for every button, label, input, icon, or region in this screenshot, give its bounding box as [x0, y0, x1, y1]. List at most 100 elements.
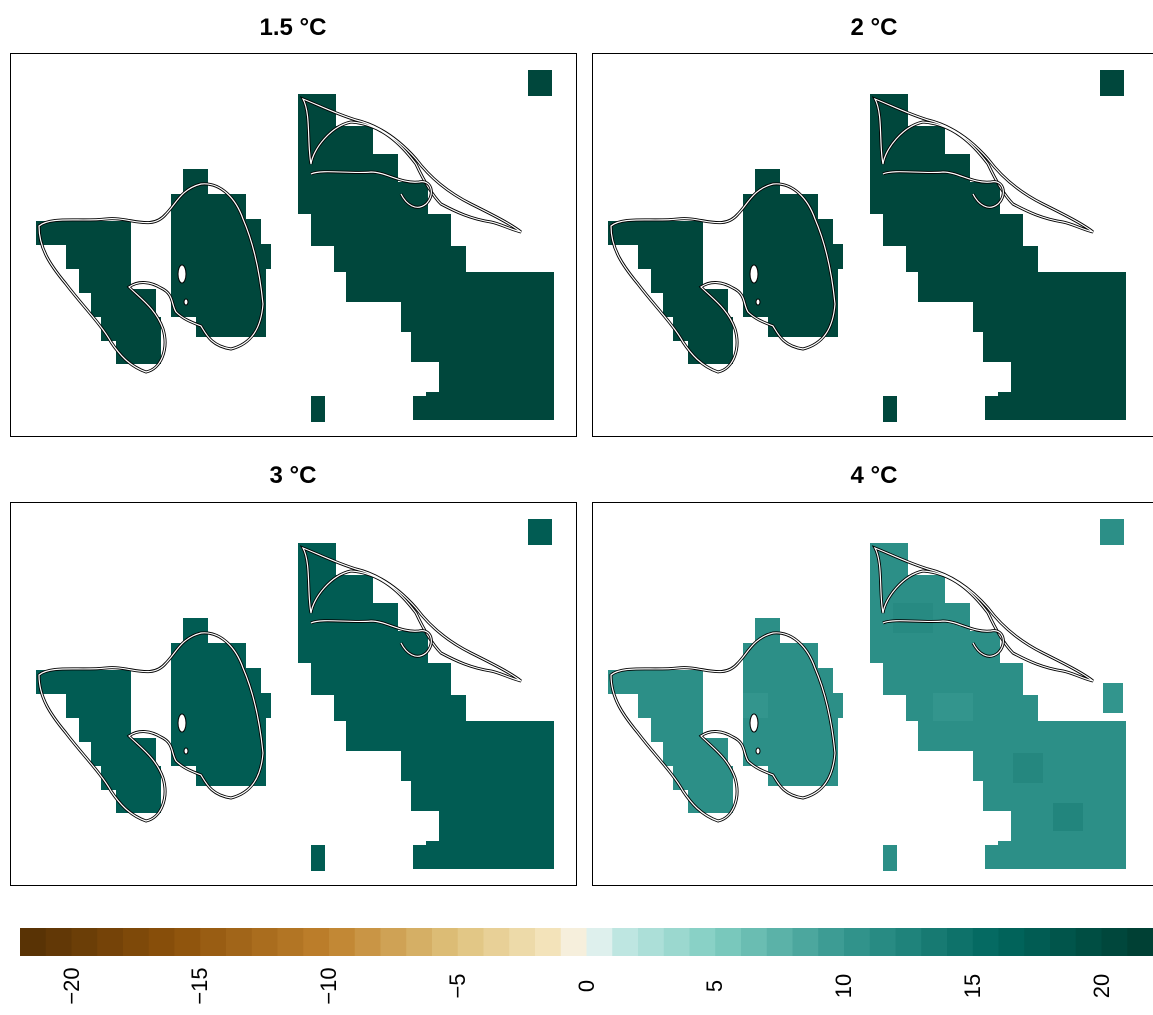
grid-cell — [608, 221, 703, 245]
grid-cell — [870, 182, 1000, 214]
colorbar-swatch — [123, 928, 150, 956]
colorbar-swatch — [998, 928, 1025, 956]
colorbar-tick-label: −20 — [58, 967, 84, 1005]
island — [749, 264, 759, 284]
colorbar-swatch — [844, 928, 871, 956]
island — [183, 298, 189, 306]
colorbar-tick-label: 0 — [573, 979, 599, 993]
colorbar-swatch — [818, 928, 845, 956]
colorbar-tick-label: 15 — [959, 973, 985, 999]
colorbar-swatch — [766, 928, 794, 956]
map-2 — [608, 70, 1126, 422]
colorbar-swatch — [457, 928, 485, 956]
colorbar-swatch — [483, 928, 510, 956]
colorbar-swatch — [535, 928, 562, 956]
grid-cell — [298, 154, 398, 182]
colorbar-swatch — [509, 928, 536, 956]
grid-cell — [101, 317, 161, 341]
grid-cell — [439, 811, 554, 841]
grid-cell — [116, 341, 161, 364]
grid-cell — [311, 845, 325, 871]
grid-cell — [196, 766, 266, 786]
grid-cell — [101, 766, 161, 790]
grid-cell — [673, 766, 733, 790]
map-panel-1 — [10, 53, 577, 437]
grid-cell — [411, 332, 554, 362]
colorbar-swatch — [715, 928, 742, 956]
panel-title-2: 2 °C — [850, 14, 898, 41]
colorbar-tick-label: −5 — [444, 973, 470, 999]
island — [177, 264, 187, 284]
colorbar-tick-label: 20 — [1088, 973, 1114, 999]
grid-cell — [608, 670, 703, 694]
grid-cell — [985, 402, 1126, 420]
colorbar-swatch — [1075, 928, 1103, 956]
grid-cell — [66, 245, 131, 269]
map-panel-3 — [10, 502, 577, 886]
grid-cell — [36, 221, 131, 245]
grid-cell — [870, 154, 970, 182]
coastline — [882, 620, 1004, 657]
colorbar-swatch — [277, 928, 304, 956]
colorbar-swatch — [560, 928, 588, 956]
grid-cell — [883, 396, 897, 422]
grid-cell — [1013, 753, 1043, 783]
colorbar-tick-label: −15 — [187, 967, 213, 1005]
grid-cell — [638, 694, 703, 718]
grid-cell — [121, 738, 156, 766]
grid-cell — [918, 721, 1126, 751]
grid-cell — [1011, 362, 1126, 392]
map-layer — [36, 519, 554, 871]
island — [177, 713, 187, 733]
colorbar-swatch — [1024, 928, 1051, 956]
grid-cell — [1053, 803, 1083, 831]
colorbar-tick-label: 5 — [702, 979, 728, 993]
coastline — [882, 171, 1004, 208]
colorbar-swatch — [432, 928, 459, 956]
coastline — [310, 171, 432, 208]
grid-cell — [121, 289, 156, 317]
coastline — [873, 546, 1094, 682]
colorbar-swatch — [45, 928, 73, 956]
grid-cell — [401, 302, 554, 332]
panel-title-4: 4 °C — [850, 462, 898, 489]
grid-cell — [413, 402, 554, 420]
island — [755, 747, 761, 755]
grid-cell — [688, 341, 733, 364]
grid-cell — [998, 392, 1126, 402]
coastline — [610, 183, 836, 373]
grid-cell — [171, 269, 266, 293]
grid-cell — [743, 194, 818, 219]
colorbar-swatch — [947, 928, 974, 956]
map-layer — [608, 70, 1126, 422]
map-layer — [36, 70, 554, 422]
grid-cell — [346, 721, 554, 751]
coastline — [610, 632, 836, 822]
grid-cell — [688, 790, 733, 813]
map-panel-4 — [592, 502, 1153, 886]
map-panel-2 — [592, 53, 1153, 437]
map-4 — [608, 519, 1126, 871]
colorbar — [20, 928, 1153, 956]
grid-cell — [883, 845, 897, 871]
coastline — [38, 632, 264, 822]
colorbar-tick-label: 10 — [831, 973, 856, 999]
colorbar-swatch — [97, 928, 124, 956]
grid-cell — [693, 738, 728, 766]
grid-cell — [743, 718, 838, 742]
grid-cell — [439, 362, 554, 392]
grid-cell — [985, 851, 1126, 869]
grid-cell — [870, 631, 1000, 663]
grid-cell — [973, 302, 1126, 332]
panel-title-1: 1.5 °C — [259, 14, 327, 41]
colorbar-swatch — [200, 928, 227, 956]
colorbar-swatch — [148, 928, 176, 956]
grid-cell — [426, 392, 554, 402]
colorbar-swatch — [895, 928, 922, 956]
grid-cell — [528, 70, 552, 96]
grid-cell — [985, 396, 1009, 420]
colorbar-swatch — [741, 928, 768, 956]
grid-cell — [311, 663, 451, 695]
coastline — [873, 97, 1094, 233]
coastline — [38, 183, 264, 373]
